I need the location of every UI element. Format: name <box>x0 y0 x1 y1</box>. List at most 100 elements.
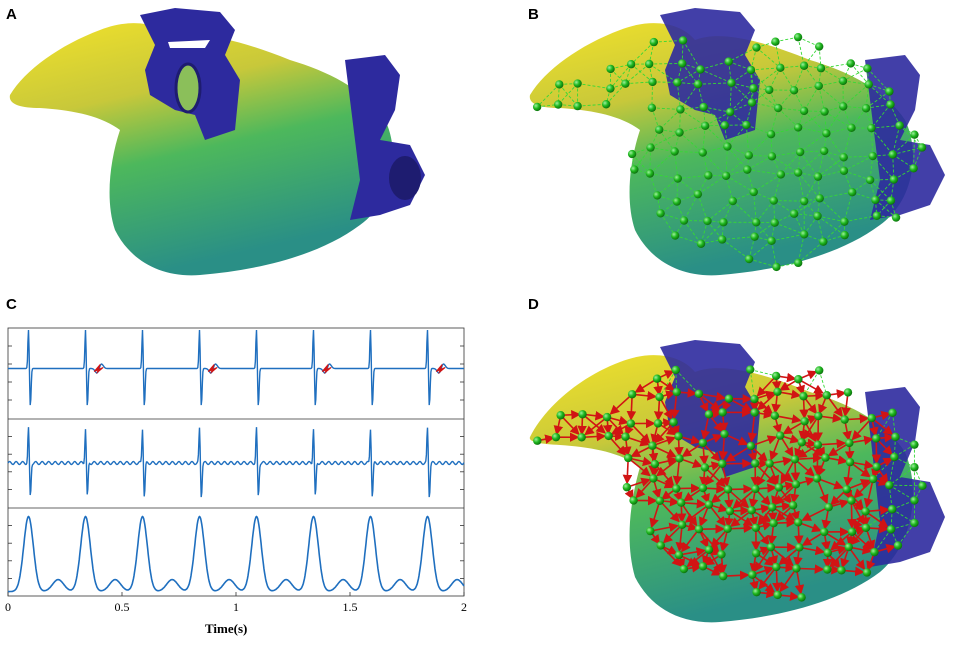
graph-node <box>693 189 703 199</box>
graph-node <box>719 218 728 227</box>
graph-edge <box>825 106 844 134</box>
graph-node <box>895 121 904 130</box>
graph-edge <box>746 124 772 135</box>
graph-node <box>672 387 681 397</box>
x-tick-label: 0 <box>5 600 11 614</box>
graph-node <box>650 459 660 469</box>
graph-node <box>752 587 761 597</box>
graph-node <box>813 211 822 221</box>
graph-edge <box>725 154 750 177</box>
graph-edge <box>753 87 779 109</box>
x-tick-label: 1.5 <box>343 600 358 614</box>
graph-node <box>813 172 823 181</box>
graph-node <box>555 80 564 89</box>
graph-edge <box>682 40 701 70</box>
graph-node <box>626 60 636 69</box>
graph-node <box>723 485 733 494</box>
vector-arrow <box>704 463 723 486</box>
graph-edge <box>725 169 748 177</box>
graph-edge <box>844 215 877 223</box>
graph-node <box>839 102 848 111</box>
graph-edge <box>894 444 915 458</box>
graph-edge <box>823 234 845 243</box>
graph-edge <box>630 41 655 65</box>
graph-edge <box>842 84 870 107</box>
panel-letter-c: C <box>6 296 17 313</box>
graph-edge <box>727 146 748 170</box>
graph-node <box>822 129 831 138</box>
node-graph <box>532 32 927 272</box>
graph-node <box>789 209 799 218</box>
graph-node <box>573 101 582 111</box>
graph-node <box>772 562 781 572</box>
graph-node <box>751 484 760 494</box>
graph-node <box>910 130 919 139</box>
graph-node <box>797 593 806 602</box>
graph-edge <box>679 125 706 133</box>
graph-edge <box>773 200 805 202</box>
graph-node <box>840 415 849 424</box>
graph-node <box>621 79 630 88</box>
vector-arrow <box>656 457 680 477</box>
graph-edge <box>610 63 632 89</box>
graph-edge <box>731 82 754 89</box>
graph-edge <box>889 466 915 486</box>
vector-arrow <box>684 503 710 523</box>
graph-edge <box>753 174 782 193</box>
graph-edge <box>745 102 753 126</box>
graph-node <box>821 453 830 462</box>
vector-arrow <box>863 478 874 509</box>
graph-edge <box>681 40 684 64</box>
graph-edge <box>913 134 915 169</box>
graph-node <box>678 36 688 45</box>
graph-node <box>840 217 849 226</box>
graph-edge <box>894 456 915 468</box>
graph-edge <box>751 102 779 109</box>
graph-node <box>673 78 682 87</box>
graph-node <box>673 174 682 183</box>
graph-edge <box>817 150 825 177</box>
graph-edge <box>702 125 706 153</box>
vector-arrow <box>732 488 756 509</box>
graph-node <box>891 432 900 442</box>
graph-node <box>814 42 824 51</box>
graph-node <box>775 431 785 440</box>
graph-node <box>704 171 713 180</box>
graph-node <box>910 518 919 528</box>
signal-trace-3 <box>8 515 465 593</box>
graph-node <box>888 150 897 159</box>
graph-node <box>748 570 757 579</box>
graph-node <box>672 197 682 206</box>
vector-arrow <box>871 417 894 436</box>
graph-node <box>845 457 855 467</box>
panel-c-signal-chart: 0 0.5 1 1.5 2 <box>5 327 467 614</box>
graph-node <box>751 549 761 558</box>
graph-node <box>819 237 828 246</box>
graph-node <box>792 564 801 573</box>
marker-red-arrow <box>435 364 446 375</box>
x-tick-label: 1 <box>233 600 239 614</box>
graph-edge <box>748 154 772 157</box>
graph-node <box>646 143 655 152</box>
graph-edge <box>650 132 680 149</box>
graph-node <box>676 105 685 114</box>
graph-node <box>720 121 729 130</box>
vector-arrow <box>670 391 680 420</box>
graph-node <box>885 480 894 490</box>
vein-opening-upper <box>174 62 202 114</box>
graph-edge <box>648 41 655 65</box>
graph-node <box>816 64 826 73</box>
node-graph-with-vectors <box>533 365 927 602</box>
graph-edge <box>771 233 805 242</box>
graph-node <box>652 374 662 383</box>
graph-node <box>789 86 799 95</box>
graph-edge <box>843 127 852 158</box>
blue-patch-right <box>865 55 945 220</box>
vector-arrow <box>698 391 726 402</box>
graph-node <box>771 371 781 381</box>
graph-edge <box>817 215 845 236</box>
vector-arrow <box>847 500 857 529</box>
graph-node <box>893 541 903 550</box>
graph-node <box>867 413 876 423</box>
vector-arrow <box>774 414 802 424</box>
